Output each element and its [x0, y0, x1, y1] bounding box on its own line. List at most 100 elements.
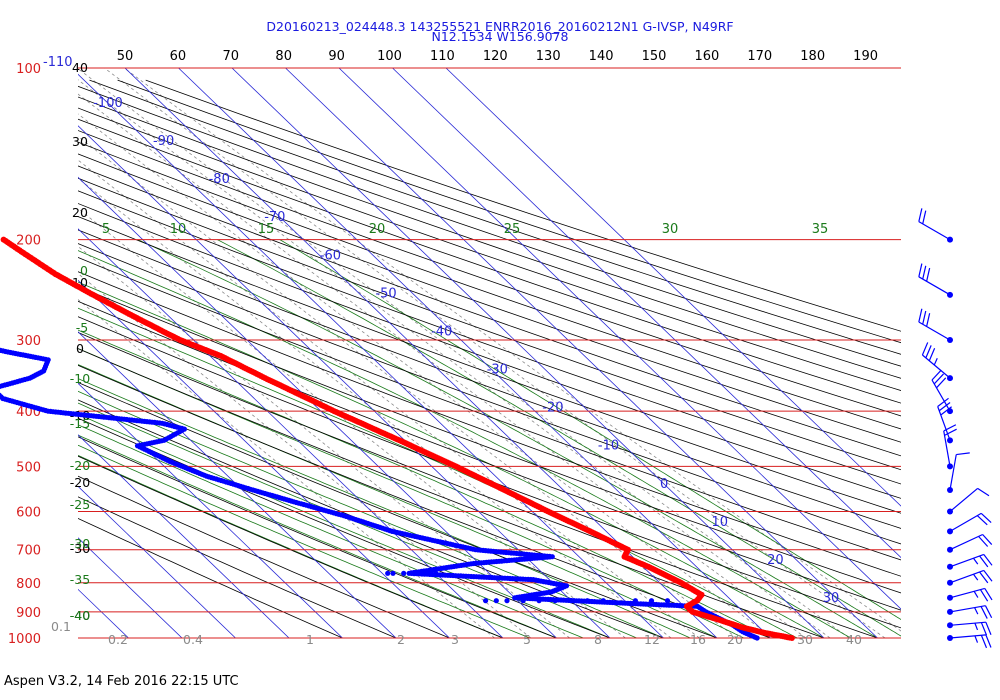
- mixing-ratio-line: [78, 113, 774, 638]
- dewpoint-point: [493, 598, 499, 604]
- top-tick-label: 110: [430, 49, 455, 64]
- wind-barb: [947, 452, 970, 494]
- mixing-ratio-label: 16: [690, 632, 706, 647]
- top-tick-label: 170: [747, 49, 772, 64]
- dewpoint-point: [520, 598, 526, 604]
- wind-barb: [921, 342, 953, 382]
- dry-adiabat-line: [78, 141, 901, 430]
- wind-barb: [947, 487, 990, 515]
- wind-barb: [937, 397, 953, 444]
- dry-adiabat-line: [78, 85, 901, 367]
- mixing-ratio-label: 0.4: [183, 632, 203, 647]
- dry-adiabat-line: [78, 153, 901, 443]
- pressure-tick-label: 500: [16, 460, 41, 475]
- isotherm-label: -80: [209, 172, 230, 187]
- top-tick-label: 50: [117, 49, 134, 64]
- mixing-ratio-label: 12: [644, 632, 660, 647]
- top-tick-label: 190: [853, 49, 878, 64]
- temperature-point: [788, 635, 795, 641]
- moist-adiabat-line: [78, 250, 851, 638]
- left-axis-label: -20: [70, 458, 90, 473]
- mixing-ratio-label: 0.1: [51, 619, 71, 634]
- dewpoint-point: [600, 598, 606, 604]
- isotherm-line: [445, 68, 901, 507]
- pressure-tick-label: 100: [16, 62, 41, 77]
- isotherm-line: [178, 68, 771, 638]
- left-axis-label: -35: [70, 572, 90, 587]
- isotherm-line: [78, 176, 557, 638]
- dry-adiabat-line: [78, 190, 901, 485]
- top-tick-label: 140: [589, 49, 614, 64]
- wind-barb: [947, 512, 992, 535]
- isotherm-line: [78, 434, 290, 638]
- left-axis-label: -40: [70, 608, 90, 623]
- left-axis-label: 0: [76, 341, 84, 356]
- dry-adiabat-line: [78, 216, 901, 514]
- left-axis-label: -5: [76, 320, 88, 335]
- mixing-ratio-line: [78, 93, 807, 638]
- mixing-ratio-line: [78, 177, 672, 638]
- moist-adiabat-label: 5: [102, 222, 110, 237]
- dry-adiabat-line: [78, 165, 901, 457]
- dry-adiabat-line: [78, 203, 901, 499]
- dry-adiabat-line: [78, 517, 344, 638]
- left-axis-label: 0: [80, 263, 88, 278]
- dry-adiabat-line: [78, 348, 826, 638]
- mixing-ratio-line: [78, 299, 495, 638]
- dewpoint-point: [648, 598, 655, 604]
- isotherm-line: [231, 68, 825, 638]
- dewpoint-point: [433, 570, 439, 576]
- wind-barb: [947, 533, 993, 553]
- mixing-ratio-line: [78, 135, 738, 638]
- top-tick-label: 90: [328, 49, 345, 64]
- top-isotherm-label: -110: [43, 55, 73, 70]
- isotherm-label: 20: [767, 553, 784, 568]
- dry-adiabat-line: [78, 381, 719, 638]
- chart-title-line2: N12.1534 W156.9078: [431, 29, 569, 44]
- moist-adiabat-label: 35: [812, 222, 829, 237]
- isotherm-label: -10: [598, 439, 619, 454]
- dewpoint-point: [0, 383, 3, 389]
- isotherm-label: 30: [823, 591, 840, 606]
- moist-adiabat-line: [78, 424, 584, 638]
- dry-adiabat-line: [78, 271, 901, 577]
- mixing-ratio-line: [123, 68, 901, 632]
- pressure-tick-label: 800: [16, 577, 41, 592]
- isotherm-label: 10: [711, 515, 728, 530]
- dry-adiabat-line: [117, 79, 901, 344]
- dry-adiabat-line: [78, 229, 901, 529]
- dewpoint-point: [568, 598, 574, 604]
- pressure-tick-label: 1000: [8, 632, 41, 647]
- dewpoint-point: [584, 598, 590, 604]
- mixing-ratio-label: 0.2: [108, 632, 128, 647]
- dewpoint-point: [552, 598, 558, 604]
- wind-barb: [947, 605, 993, 619]
- dry-adiabat-line: [145, 79, 901, 332]
- mixing-ratio-label: 2: [397, 632, 405, 647]
- dry-adiabat-line: [78, 130, 901, 417]
- dry-adiabat-line: [78, 455, 505, 638]
- left-axis-label: -10: [70, 371, 90, 386]
- dry-adiabat-line: [78, 300, 901, 611]
- wind-barb: [918, 308, 953, 343]
- footer-version: Aspen V3.2, 14 Feb 2016 22:15 UTC: [4, 674, 239, 689]
- dewpoint-point: [483, 598, 489, 604]
- top-tick-label: 70: [223, 49, 240, 64]
- dewpoint-point: [385, 570, 391, 576]
- isotherm-line: [78, 279, 450, 638]
- wind-barb: [918, 208, 953, 243]
- moist-adiabat-label: 30: [662, 222, 679, 237]
- wind-barb: [943, 424, 957, 470]
- dewpoint-point: [754, 635, 760, 641]
- wind-barb: [947, 553, 993, 570]
- dewpoint-point: [390, 570, 396, 576]
- dewpoint-point: [536, 598, 542, 604]
- isotherms: [78, 68, 901, 638]
- dewpoint-point: [422, 570, 428, 576]
- pressure-tick-label: 700: [16, 544, 41, 559]
- dry-adiabat-line: [78, 417, 612, 638]
- wind-barb: [918, 263, 953, 298]
- left-axis-label: -25: [70, 497, 90, 512]
- mixing-ratio-label: 3: [451, 632, 459, 647]
- dry-adiabat-line: [78, 177, 901, 471]
